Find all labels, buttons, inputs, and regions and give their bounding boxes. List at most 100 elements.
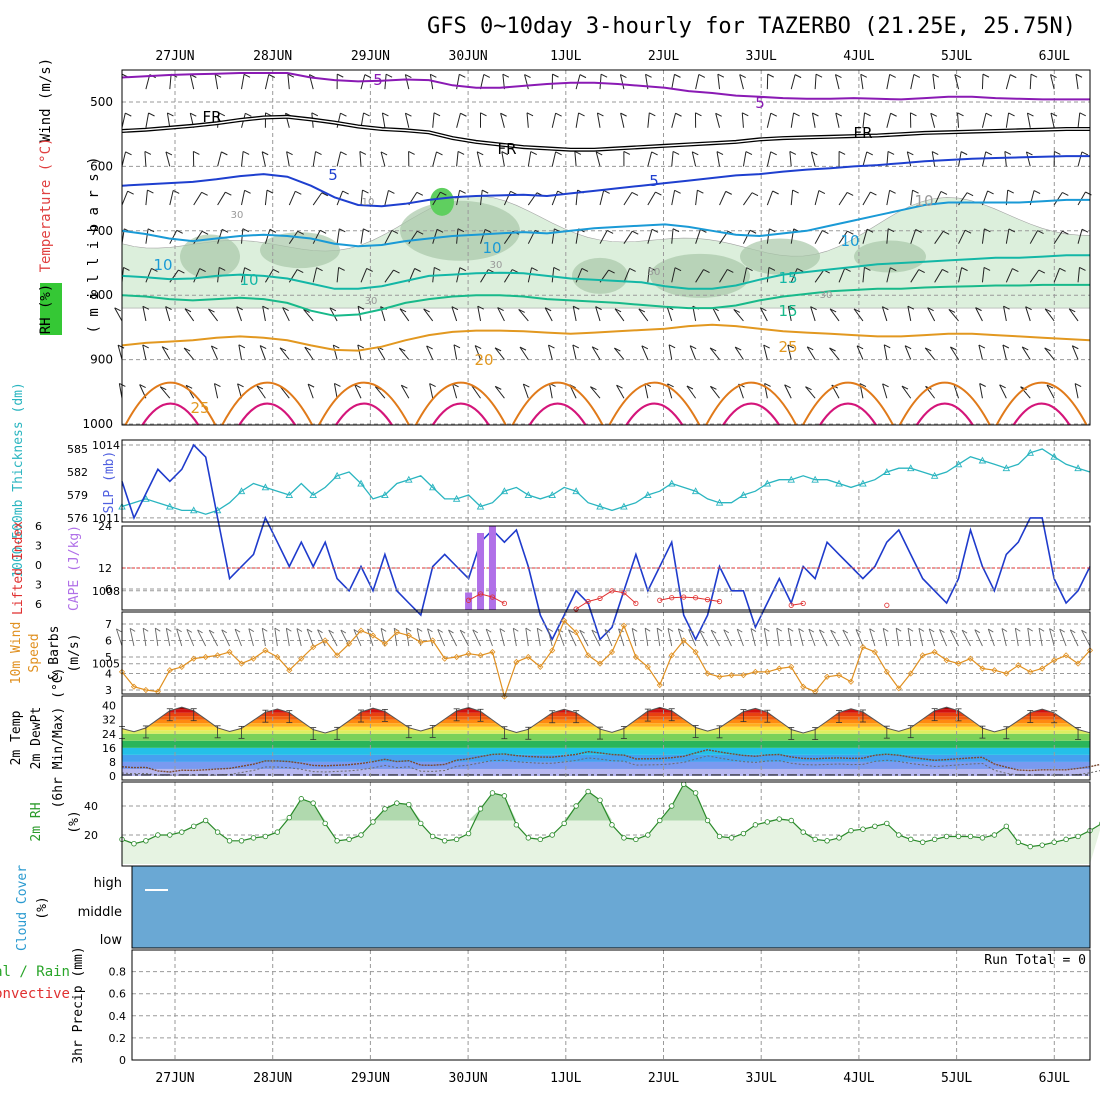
wind-barb [790,268,798,283]
wind-barb-flag [629,267,636,272]
wind-barb [901,385,912,399]
wind-barb [166,112,171,128]
rh-marker [191,823,197,829]
wind-barb [548,344,553,360]
wind-barb-flag [382,112,389,117]
wind-barb-10m-flag [129,628,136,632]
wind-barb [165,306,171,322]
wind-barb-flag [272,269,280,273]
wind-barb-10m [427,628,434,647]
wind-barb-flag [788,305,795,310]
wind-barb-flag [846,191,854,196]
wind-barb [910,229,917,244]
wind-barb [619,74,625,90]
dewpoint-min-line [121,755,1100,776]
wind-barb [590,386,601,399]
wind-barb [264,74,270,90]
thickness-marker [883,468,891,475]
wind-barb-10m-flag [405,627,412,632]
wind-barb-flag [887,228,895,233]
wind-barb-flag [1037,230,1044,235]
wind-barb-10m [644,628,649,647]
wind-barb-10m-flag [380,628,387,632]
wind-speed-marker [250,655,257,662]
wind-axis-label: Wind (m/s) [38,58,54,142]
wind-barb-flag [695,112,702,117]
isotherm-30-dome [995,381,1088,426]
rh-marker [836,835,842,841]
wind-barb-flag [161,346,169,351]
wind-barb-flag [985,112,993,117]
wind-barb [934,269,943,283]
wind-barb [595,306,601,322]
wind-barb-flag [304,346,312,351]
rh-marker [262,833,269,840]
cloud-cover-area [132,866,1090,948]
wind-speed-marker [788,663,795,670]
wind-barb-10m-flag [472,629,478,634]
lifted-index-marker [465,597,472,603]
wind-barb-flag [151,267,158,272]
wind-barb [503,269,513,283]
thickness-marker [476,502,485,510]
wind-barb [551,151,557,167]
wind-barb-flag [1081,228,1089,233]
isotherm-35-dome [528,402,587,426]
thickness-marker [596,502,604,510]
wind-barb [1050,74,1055,90]
wind-barb-flag [987,190,994,195]
wind-barb [432,112,435,128]
wind-barb-flag [144,150,152,155]
wind-barb-10m-flag [787,627,794,632]
wind-speed-marker [800,683,807,690]
wind-barb-flag [385,73,393,78]
wind-barb-10m-flag [644,627,651,632]
thickness-marker [572,487,580,495]
wind-barb-flag [614,347,621,352]
rh-marker [609,822,615,828]
wind-barb-flag [1062,192,1069,196]
wind-barb [121,190,129,206]
wind-barb-10m [472,629,481,647]
wind-barb-10m-flag [367,628,373,633]
wind-barb-flag [1059,267,1066,272]
wind-barb-flag [333,344,340,349]
thickness-marker [954,460,963,468]
wind-barb-10m-flag [830,629,836,634]
wind-barb-flag [221,151,228,156]
thickness-marker [1050,452,1058,460]
temperature-tick-label: 8 [109,756,116,769]
thickness-marker [309,491,317,498]
wind-barb-flag [697,189,704,194]
wind-barb-10m [710,629,720,647]
wind-speed-marker [357,627,365,634]
wind-barb [1044,308,1055,322]
wind-barb-flag [806,346,814,351]
precip-axis-label: 3hr Precip (mm) [71,946,86,1063]
wind-barb [1074,383,1079,399]
wind-barb-10m [525,628,529,647]
wind-speed-marker [429,637,436,644]
thickness-marker [357,479,365,487]
wind-barb [838,230,848,244]
rh-marker [274,829,281,835]
wind-barb-flag [674,189,681,194]
wind-barb [671,190,676,206]
wind-barb [210,345,219,360]
wind-barb-10m [667,628,673,647]
wind-barb-10m-flag [798,628,804,632]
wind-barb-flag [901,385,909,390]
contour-label: FR [497,140,516,158]
wind-barb-10m-flag [918,628,925,632]
thickness-marker [1002,464,1011,472]
wind-barb-10m-flag [808,628,815,633]
wind-barb [480,190,483,206]
wind-barb-flag [710,385,717,390]
wind-barb [790,112,795,128]
wind-speed-marker [907,670,914,677]
precip-total-label: Total / Rain [0,964,70,980]
wind-barb [574,151,577,167]
wind-speed-marker [644,663,651,670]
wind-barb [595,151,601,167]
wind-speed-marker [656,681,663,689]
